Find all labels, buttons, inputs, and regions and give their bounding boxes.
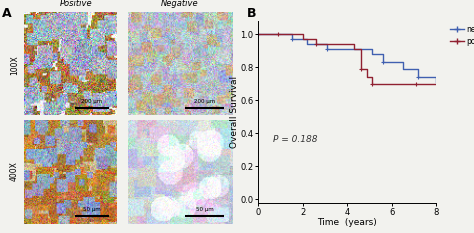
Text: 200 μm: 200 μm (194, 99, 215, 103)
Text: Positive: Positive (60, 0, 92, 8)
Text: 400X: 400X (10, 161, 18, 181)
Legend: negative, positive: negative, positive (450, 25, 474, 46)
Text: 50 μm: 50 μm (196, 207, 213, 212)
Text: 50 μm: 50 μm (83, 207, 100, 212)
Text: A: A (2, 7, 12, 20)
Text: B: B (246, 7, 256, 20)
Y-axis label: Overall Survival: Overall Survival (230, 76, 239, 148)
Text: P = 0.188: P = 0.188 (273, 135, 317, 144)
Text: 200 μm: 200 μm (81, 99, 102, 103)
X-axis label: Time  (years): Time (years) (317, 218, 377, 227)
Text: Negative: Negative (161, 0, 199, 8)
Text: 100X: 100X (10, 55, 18, 75)
